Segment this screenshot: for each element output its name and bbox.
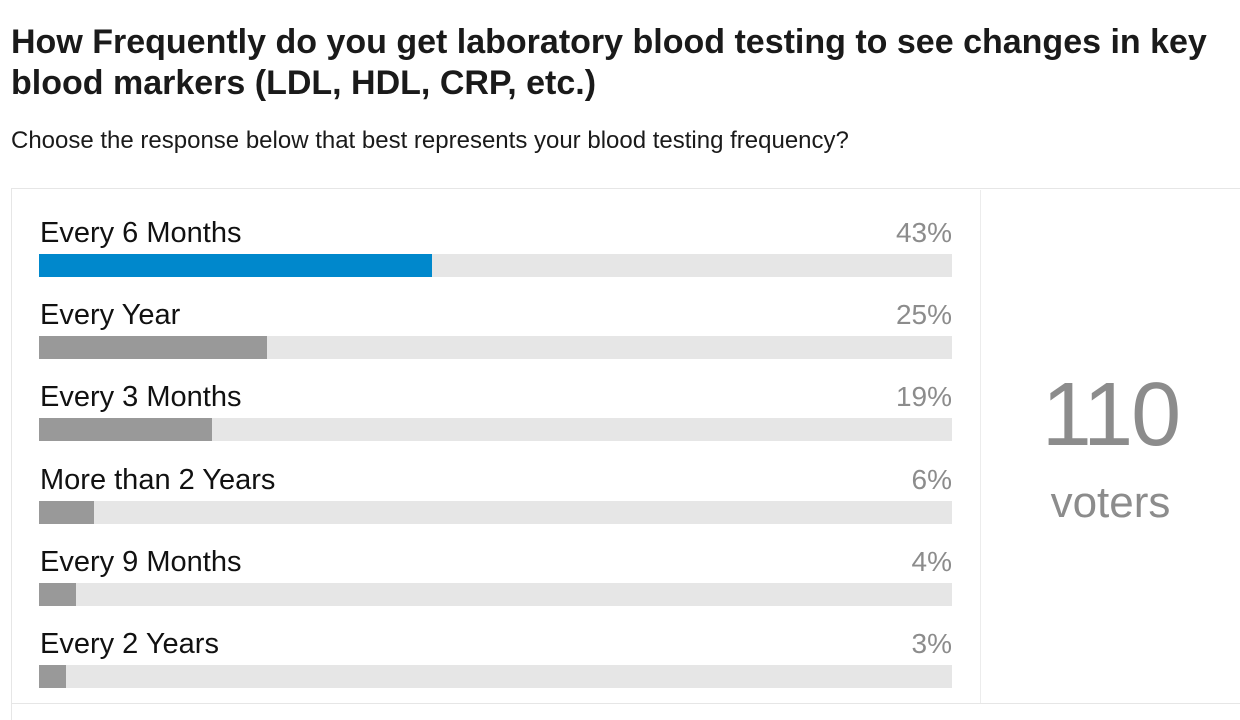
panel-bottom-border [11,703,1240,704]
bar-fill [39,583,76,606]
bar-fill [39,665,67,688]
option-label: Every 2 Years [40,628,219,660]
poll-subtitle: Choose the response below that best repr… [11,127,849,154]
voter-count: 110 [1041,365,1181,465]
poll-panel [11,188,1240,720]
bar-track [39,336,952,359]
bar-fill [39,254,432,277]
option-label: More than 2 Years [40,464,276,496]
poll-option: Every Year 25% [39,298,952,368]
poll-title: How Frequently do you get laboratory blo… [11,23,1207,102]
poll-option: Every 9 Months 4% [39,545,952,615]
bar-track [39,418,952,441]
option-label: Every 6 Months [40,217,242,249]
poll-option: Every 2 Years 3% [39,627,952,697]
bar-track [39,665,952,688]
option-percentage: 6% [911,464,952,495]
bar-fill [39,418,213,441]
option-percentage: 43% [895,217,952,248]
voter-count-box: 110 voters [981,360,1240,528]
panel-divider [980,190,981,703]
option-percentage: 25% [895,299,952,330]
option-percentage: 3% [911,628,952,659]
poll-option: More than 2 Years 6% [39,463,952,533]
option-label: Every Year [40,299,181,331]
bar-track [39,583,952,606]
bar-track [39,501,952,524]
option-label: Every 9 Months [40,546,242,578]
bar-track [39,254,952,277]
poll-option: Every 3 Months 19% [39,380,952,450]
option-percentage: 19% [895,381,952,412]
option-label: Every 3 Months [40,381,242,413]
bar-fill [39,501,94,524]
option-percentage: 4% [911,546,952,577]
voter-count-label: voters [1050,478,1171,527]
poll-option: Every 6 Months 43% [39,216,952,286]
bar-fill [39,336,268,359]
